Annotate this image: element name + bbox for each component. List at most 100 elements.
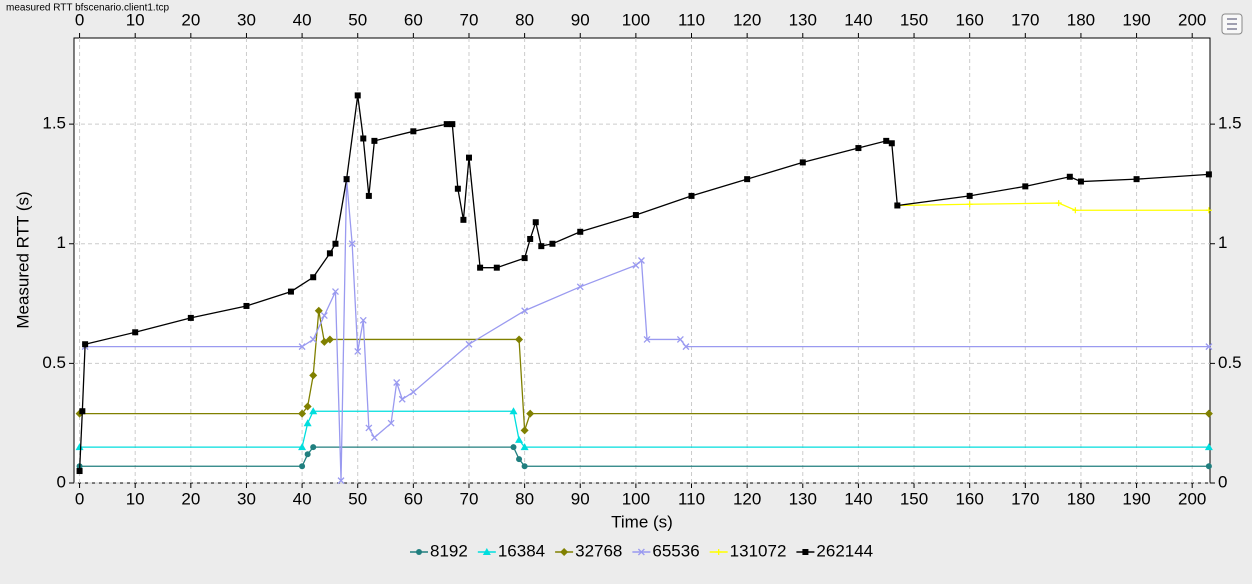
legend-marker <box>560 548 569 556</box>
point <box>371 137 378 144</box>
x-tick-label-top: 140 <box>844 10 872 29</box>
point <box>398 395 406 403</box>
point <box>883 137 890 144</box>
y-tick-label-right: 1 <box>1218 233 1227 252</box>
point <box>359 316 367 324</box>
legend-label: 16384 <box>498 541 545 560</box>
x-tick-label-top: 180 <box>1067 10 1095 29</box>
x-tick-label-top: 20 <box>181 10 200 29</box>
point <box>243 302 250 309</box>
point <box>526 409 535 418</box>
x-tick-label: 10 <box>126 489 145 508</box>
point <box>576 283 584 291</box>
point <box>303 419 312 427</box>
point <box>343 176 350 183</box>
menu-button[interactable] <box>1221 13 1243 35</box>
point <box>1205 207 1212 214</box>
point <box>309 407 318 415</box>
x-tick-label-top: 190 <box>1122 10 1150 29</box>
point <box>516 456 523 463</box>
legend-marker <box>802 549 809 555</box>
legend-label: 32768 <box>575 541 622 560</box>
point <box>520 426 529 435</box>
x-tick-label: 40 <box>293 489 312 508</box>
x-tick-label: 130 <box>789 489 817 508</box>
x-tick-label-top: 160 <box>955 10 983 29</box>
point <box>1204 443 1213 451</box>
point <box>304 451 311 458</box>
point <box>509 407 518 415</box>
x-tick-label: 0 <box>75 489 84 508</box>
point <box>387 419 395 427</box>
point <box>460 216 467 223</box>
point <box>682 343 690 351</box>
x-tick-label: 50 <box>348 489 367 508</box>
point <box>1133 176 1140 183</box>
point <box>966 201 973 208</box>
point <box>515 435 524 443</box>
point <box>360 135 367 142</box>
point <box>510 444 517 451</box>
chart-title: measured RTT bfscenario.client1.tcp <box>6 3 169 14</box>
point <box>1077 178 1084 185</box>
y-tick-label: 0 <box>57 472 66 491</box>
point <box>326 250 333 257</box>
point <box>309 335 317 343</box>
point <box>354 92 361 99</box>
point <box>527 235 534 242</box>
point <box>676 335 684 343</box>
point <box>370 434 378 442</box>
point <box>320 312 328 319</box>
y-tick-label: 1.5 <box>42 114 66 133</box>
point <box>688 192 695 199</box>
point <box>365 192 372 199</box>
point <box>310 274 317 281</box>
point <box>1055 200 1062 207</box>
point <box>1022 183 1029 190</box>
point <box>465 340 473 348</box>
point <box>643 335 651 343</box>
point <box>443 121 450 128</box>
point <box>515 335 524 344</box>
point <box>532 219 539 226</box>
point <box>309 371 318 380</box>
x-tick-label-top: 120 <box>733 10 761 29</box>
point <box>799 159 806 166</box>
x-tick-label-top: 100 <box>622 10 650 29</box>
point <box>966 192 973 199</box>
point <box>314 306 323 315</box>
point <box>520 443 529 451</box>
x-tick-label-top: 0 <box>75 10 84 29</box>
point <box>298 443 307 451</box>
x-tick-label-top: 170 <box>1011 10 1039 29</box>
point <box>82 341 89 348</box>
point <box>465 154 472 161</box>
x-tick-label: 170 <box>1011 489 1039 508</box>
legend-label: 262144 <box>816 541 873 560</box>
point <box>409 388 417 396</box>
point <box>287 288 294 295</box>
x-tick-label-top: 80 <box>515 10 534 29</box>
point <box>1205 171 1212 178</box>
point <box>637 257 645 264</box>
point <box>894 202 901 209</box>
x-tick-label: 200 <box>1178 489 1206 508</box>
x-tick-label-top: 110 <box>678 10 705 29</box>
point <box>79 408 86 415</box>
y-tick-label: 1 <box>57 233 66 252</box>
point <box>632 261 640 269</box>
legend-marker <box>482 548 491 555</box>
point <box>744 176 751 183</box>
x-tick-label: 20 <box>181 489 200 508</box>
point <box>454 185 461 192</box>
x-tick-label: 110 <box>678 489 705 508</box>
x-tick-label-top: 200 <box>1178 10 1206 29</box>
point <box>521 307 529 315</box>
x-tick-label: 30 <box>237 489 256 508</box>
point <box>521 463 528 470</box>
legend-marker <box>637 548 645 556</box>
x-tick-label: 150 <box>900 489 928 508</box>
point <box>365 424 373 432</box>
x-tick-label: 60 <box>404 489 423 508</box>
point <box>1072 207 1079 214</box>
